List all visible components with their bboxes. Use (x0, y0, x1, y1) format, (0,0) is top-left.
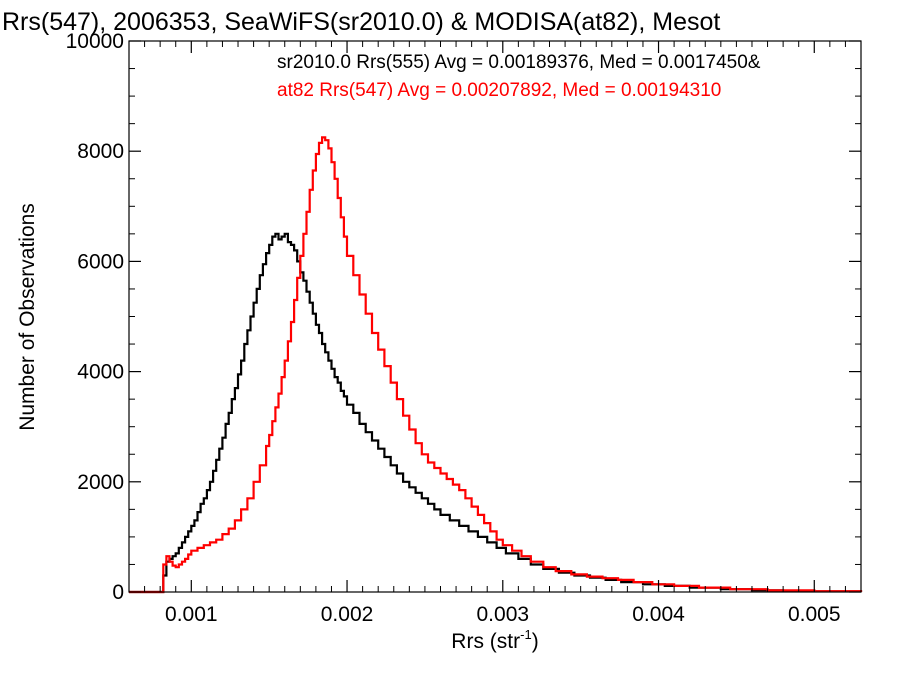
chart-title: Rrs(547), 2006353, SeaWiFS(sr2010.0) & M… (2, 8, 720, 36)
series-line-1 (129, 136, 863, 594)
x-axis-label-main: Rrs (str (451, 630, 520, 653)
y-tick-label-1: 2000 (77, 471, 124, 494)
series-line-0 (129, 232, 863, 594)
y-tick-label-2: 4000 (77, 361, 124, 384)
y-tick-label-4: 8000 (77, 140, 124, 163)
x-tick-label-2: 0.003 (477, 603, 530, 626)
x-tick-label-0: 0.001 (165, 603, 218, 626)
y-tick-label-3: 6000 (77, 250, 124, 273)
annotation-black-series: sr2010.0 Rrs(555) Avg = 0.00189376, Med … (277, 52, 761, 73)
plot-area: 0 2000 4000 6000 8000 10000 0.001 0.002 0.003 0.0… (66, 30, 863, 626)
annotation-red-series: at82 Rrs(547) Avg = 0.00207892, Med = 0.… (277, 80, 721, 101)
x-axis-label-close: ) (532, 630, 539, 653)
y-tick-label-0: 0 (112, 581, 124, 604)
y-tick-label-5: 10000 (66, 30, 124, 53)
x-tick-label-4: 0.005 (788, 603, 841, 626)
x-axis-label-superscript: -1 (520, 627, 532, 642)
y-axis-label: Number of Observations (16, 203, 39, 431)
plot-frame (128, 40, 862, 593)
x-tick-label-1: 0.002 (321, 603, 374, 626)
x-tick-label-3: 0.004 (632, 603, 685, 626)
x-axis-label: Rrs (str-1) (451, 627, 538, 653)
